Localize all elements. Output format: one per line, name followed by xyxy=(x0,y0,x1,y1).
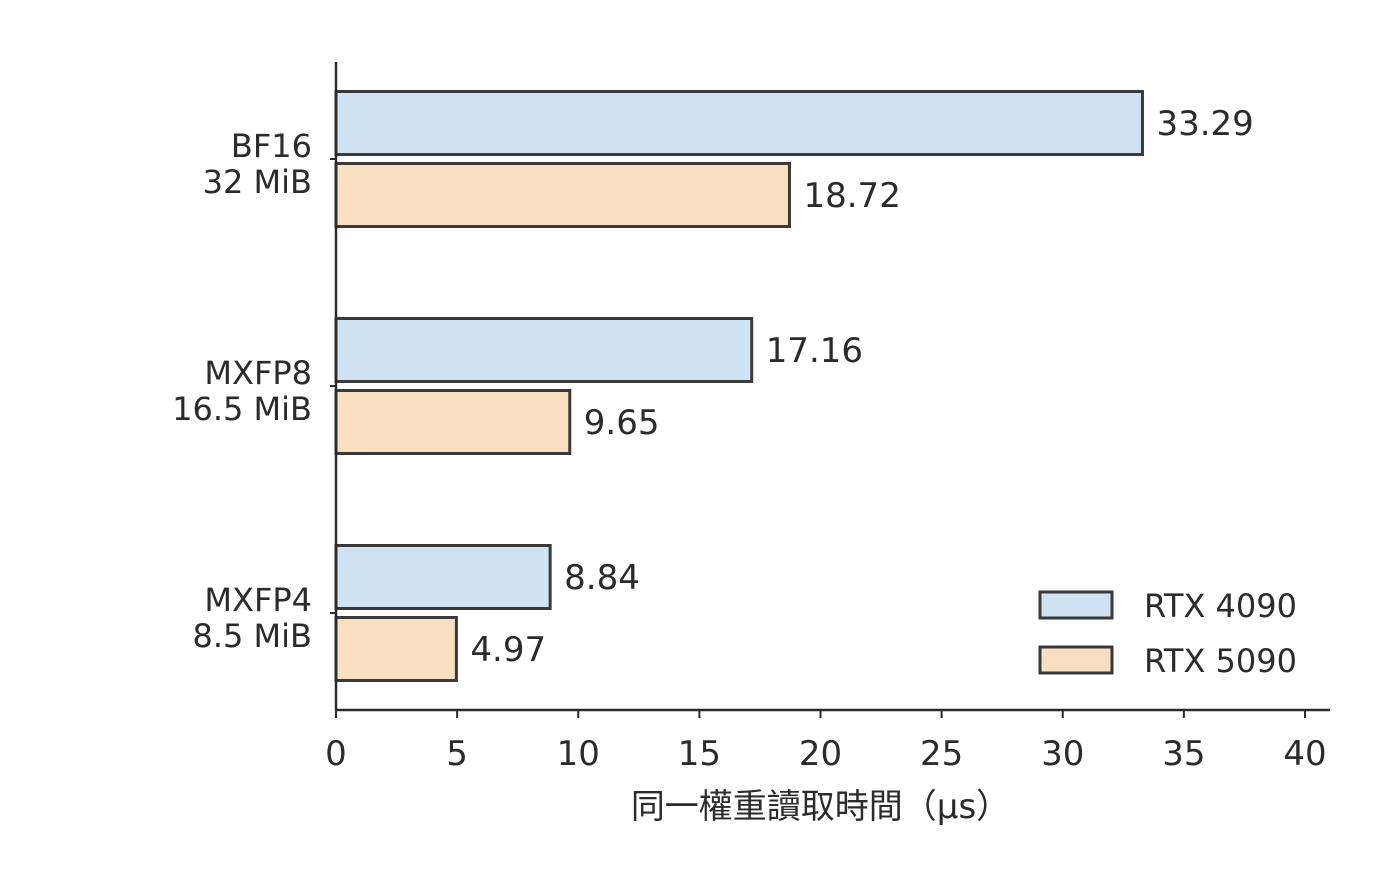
x-tick-label: 40 xyxy=(1283,734,1326,774)
legend-label: RTX 5090 xyxy=(1144,642,1297,680)
x-tick-label: 20 xyxy=(799,734,842,774)
bar-mxfp8-rtx4090 xyxy=(334,317,754,383)
legend-label: RTX 4090 xyxy=(1144,587,1297,625)
category-label: 16.5 MiB xyxy=(172,390,312,428)
bar-bf16-rtx5090 xyxy=(334,162,791,228)
bar-bf16-rtx4090 xyxy=(334,90,1144,156)
category-label: MXFP8 xyxy=(204,354,312,392)
category-label: 32 MiB xyxy=(203,163,312,201)
category-label: 8.5 MiB xyxy=(192,617,312,655)
x-tick-label: 15 xyxy=(678,734,721,774)
value-label: 8.84 xyxy=(564,558,640,598)
legend-swatch-rtx4090 xyxy=(1038,590,1114,620)
x-axis-title: 同一權重讀取時間（μs） xyxy=(631,787,1010,827)
bar-mxfp4-rtx5090 xyxy=(334,616,458,682)
value-label: 17.16 xyxy=(766,331,863,371)
legend-swatch-rtx5090 xyxy=(1038,645,1114,675)
bars-layer xyxy=(334,90,1144,682)
value-label: 18.72 xyxy=(803,176,900,216)
legend: RTX 4090 RTX 5090 xyxy=(1038,587,1297,680)
bar-mxfp4-rtx4090 xyxy=(334,544,552,610)
value-label: 9.65 xyxy=(584,403,660,443)
value-label: 4.97 xyxy=(470,630,546,670)
value-labels-layer: 33.29 18.72 17.16 9.65 8.84 4.97 xyxy=(470,104,1253,670)
x-tick-label: 5 xyxy=(446,734,468,774)
category-label: BF16 xyxy=(231,127,312,165)
value-label: 33.29 xyxy=(1156,104,1253,144)
x-tick-label: 0 xyxy=(325,734,347,774)
x-tick-label: 25 xyxy=(920,734,963,774)
bar-mxfp8-rtx5090 xyxy=(334,389,572,455)
x-tick-label: 35 xyxy=(1162,734,1205,774)
x-tick-label: 10 xyxy=(557,734,600,774)
x-ticks-layer: 0 5 10 15 20 25 30 35 40 xyxy=(325,158,1327,774)
x-tick-label: 30 xyxy=(1041,734,1084,774)
category-label: MXFP4 xyxy=(204,581,312,619)
